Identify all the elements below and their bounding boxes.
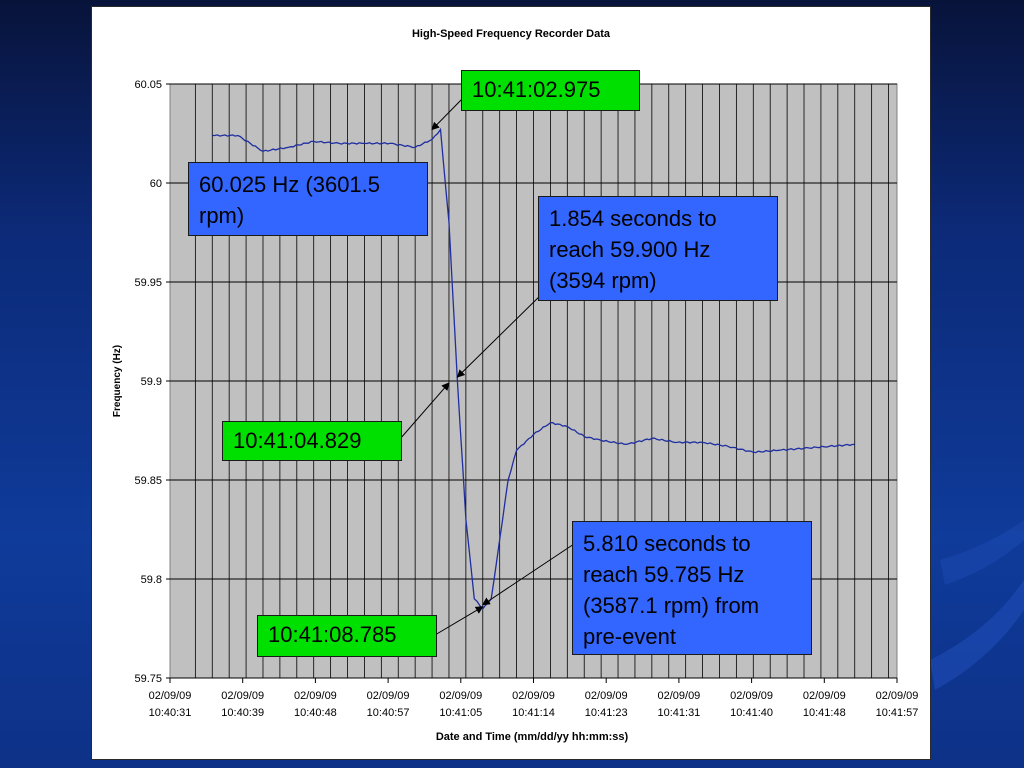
y-tick-label: 59.9 [141, 376, 162, 388]
callout-60-025-hz: 60.025 Hz (3601.5 rpm) [188, 162, 428, 236]
x-tick-label-date: 02/09/09 [657, 690, 700, 702]
chart-frame: High-Speed Frequency Recorder Data 60.05… [91, 6, 931, 760]
annotation-arrow [431, 96, 465, 131]
x-tick-label-time: 10:41:23 [585, 707, 628, 719]
annotation-arrow [456, 289, 547, 378]
x-tick-label-date: 02/09/09 [730, 690, 773, 702]
x-tick-label-time: 10:41:57 [876, 707, 919, 719]
y-axis-tick-labels: 60.05 60 59.95 59.9 59.85 59.8 59.75 [134, 79, 170, 685]
callout-1-854-seconds: 1.854 seconds to reach 59.900 Hz (3594 r… [538, 196, 778, 301]
x-tick-label-date: 02/09/09 [294, 690, 337, 702]
x-tick-label-date: 02/09/09 [876, 690, 919, 702]
x-axis-tick-labels: 02/09/09 10:40:31 02/09/09 10:40:39 02/09/09… [149, 678, 919, 719]
x-tick-label-date: 02/09/09 [221, 690, 264, 702]
y-tick-label: 59.85 [134, 475, 162, 487]
x-tick-label-time: 10:40:57 [367, 707, 410, 719]
y-axis-label: Frequency (Hz) [112, 345, 123, 417]
x-axis-label: Date and Time (mm/dd/yy hh:mm:ss) [436, 731, 629, 743]
y-tick-label: 59.8 [141, 574, 162, 586]
x-tick-label-time: 10:41:14 [512, 707, 555, 719]
y-tick-label: 60 [150, 178, 162, 190]
x-tick-label-date: 02/09/09 [512, 690, 555, 702]
x-tick-label-date: 02/09/09 [803, 690, 846, 702]
x-tick-label-time: 10:41:48 [803, 707, 846, 719]
annotation-arrow [434, 606, 484, 636]
x-tick-label-time: 10:40:39 [221, 707, 264, 719]
callout-5-810-seconds: 5.810 seconds to reach 59.785 Hz (3587.1… [572, 521, 812, 655]
y-tick-label: 60.05 [134, 79, 162, 91]
x-tick-label-date: 02/09/09 [367, 690, 410, 702]
x-tick-label-date: 02/09/09 [439, 690, 482, 702]
y-tick-label: 59.95 [134, 277, 162, 289]
x-tick-label-time: 10:41:05 [439, 707, 482, 719]
callout-timestamp-10-41-08: 10:41:08.785 [257, 615, 437, 657]
frequency-series-line [212, 127, 855, 610]
annotation-arrows [399, 96, 581, 636]
y-tick-label: 59.75 [134, 673, 162, 685]
callout-timestamp-10-41-04: 10:41:04.829 [222, 421, 402, 461]
x-tick-label-time: 10:40:31 [149, 707, 192, 719]
x-tick-label-date: 02/09/09 [585, 690, 628, 702]
x-tick-label-time: 10:41:31 [657, 707, 700, 719]
chart-title: High-Speed Frequency Recorder Data [412, 28, 611, 40]
callout-timestamp-10-41-02: 10:41:02.975 [461, 70, 640, 111]
x-tick-label-time: 10:41:40 [730, 707, 773, 719]
x-tick-label-time: 10:40:48 [294, 707, 337, 719]
annotation-arrow [399, 382, 450, 440]
annotation-arrow [481, 539, 581, 606]
x-tick-label-date: 02/09/09 [149, 690, 192, 702]
